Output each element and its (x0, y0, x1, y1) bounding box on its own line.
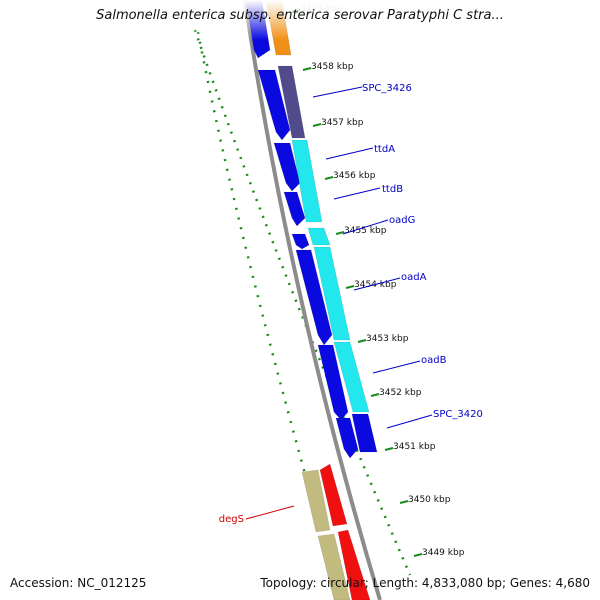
cds-feature-3 (273, 142, 301, 192)
gene-labels-layer: SPC_3426 ttdA ttdB oadG oadA oadB SPC_3420 degS (219, 83, 483, 525)
cog-feature-purple (277, 65, 306, 139)
gene-label-SPC_3420[interactable]: SPC_3420 (433, 409, 483, 420)
gene-label-degS[interactable]: degS (219, 514, 244, 525)
gene-label-SPC_3426[interactable]: SPC_3426 (362, 83, 412, 94)
tick-label: 3453 kbp (366, 334, 409, 344)
cds-feature-2 (257, 69, 291, 141)
leader-line (312, 86, 363, 98)
tick-mark (370, 393, 380, 397)
gene-label-ttdB[interactable]: ttdB (382, 184, 403, 195)
cog-feature-cyan-1 (291, 139, 323, 223)
tick-label: 3457 kbp (321, 118, 364, 128)
backbone-ring (243, 0, 382, 600)
cog-feature-cyan-4 (333, 341, 370, 413)
tick-mark (357, 339, 367, 343)
tick-mark (384, 447, 394, 451)
summary-text: Topology: circular; Length: 4,833,080 bp… (260, 576, 590, 590)
tick-label: 3454 kbp (354, 280, 397, 290)
gene-label-oadB[interactable]: oadB (421, 355, 447, 366)
cog-feature-cyan-3 (313, 246, 351, 341)
tick-mark (345, 285, 355, 289)
tick-label: 3456 kbp (333, 171, 376, 181)
leader-line (245, 505, 295, 520)
cds-feature-9 (351, 413, 378, 453)
tick-mark (324, 176, 334, 180)
top-fade (0, 0, 600, 40)
map-title: Salmonella enterica subsp. enterica sero… (96, 8, 504, 23)
tick-label: 3452 kbp (379, 388, 422, 398)
rna-feature-1 (319, 463, 348, 527)
cds-feature-4 (283, 191, 306, 227)
leader-line (353, 277, 401, 291)
leader-line (372, 360, 421, 374)
tick-ring (193, 29, 412, 576)
gene-label-ttdA[interactable]: ttdA (374, 144, 395, 155)
cds-feature-7 (317, 344, 349, 421)
features-layer (245, 0, 378, 600)
tick-label: 3455 kbp (344, 226, 387, 236)
cds-feature-5 (291, 233, 310, 250)
rna-feature-2 (337, 529, 371, 600)
tick-mark (413, 553, 423, 557)
tick-mark (312, 123, 322, 127)
gene-label-oadG[interactable]: oadG (389, 215, 415, 226)
tick-mark (335, 231, 345, 235)
tick-mark (302, 67, 312, 71)
leader-line (333, 187, 381, 200)
gene-label-oadA[interactable]: oadA (401, 272, 427, 283)
accession-text: Accession: NC_012125 (10, 576, 147, 590)
cog-feature-khaki-2 (317, 533, 351, 600)
tick-mark (399, 500, 409, 504)
cds-feature-6 (295, 249, 333, 346)
cog-feature-cyan-2 (307, 227, 331, 246)
tick-label: 3449 kbp (422, 548, 465, 558)
tick-label: 3451 kbp (393, 442, 436, 452)
tick-label: 3458 kbp (311, 62, 354, 72)
cog-feature-khaki-1 (301, 469, 331, 533)
leader-line (325, 147, 374, 160)
leader-line (342, 219, 389, 235)
cds-feature-8 (335, 417, 359, 459)
tick-label: 3450 kbp (408, 495, 451, 505)
leader-line (386, 414, 433, 429)
